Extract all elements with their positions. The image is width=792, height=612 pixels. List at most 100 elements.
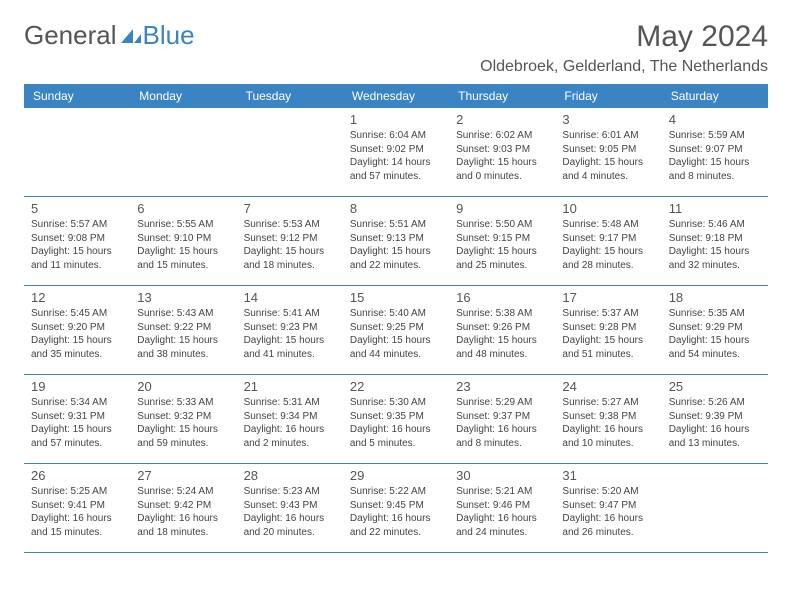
- day-number: 15: [350, 290, 442, 305]
- day-info: Sunrise: 5:55 AMSunset: 9:10 PMDaylight:…: [137, 218, 229, 272]
- sunset-text: Sunset: 9:42 PM: [137, 499, 229, 513]
- logo-text-general: General: [24, 20, 117, 51]
- sunset-text: Sunset: 9:15 PM: [456, 232, 548, 246]
- week-row: 12Sunrise: 5:45 AMSunset: 9:20 PMDayligh…: [24, 286, 768, 375]
- day-info: Sunrise: 5:53 AMSunset: 9:12 PMDaylight:…: [244, 218, 336, 272]
- daylight-text: Daylight: 15 hours and 41 minutes.: [244, 334, 336, 361]
- sunset-text: Sunset: 9:43 PM: [244, 499, 336, 513]
- sunrise-text: Sunrise: 5:50 AM: [456, 218, 548, 232]
- daylight-text: Daylight: 15 hours and 22 minutes.: [350, 245, 442, 272]
- week-row: 26Sunrise: 5:25 AMSunset: 9:41 PMDayligh…: [24, 464, 768, 553]
- day-number: 29: [350, 468, 442, 483]
- daylight-text: Daylight: 15 hours and 38 minutes.: [137, 334, 229, 361]
- day-cell: 24 Sunrise: 5:27 AMSunset: 9:38 PMDayligh…: [555, 375, 661, 463]
- day-number: 9: [456, 201, 548, 216]
- day-number: 6: [137, 201, 229, 216]
- sunrise-text: Sunrise: 5:24 AM: [137, 485, 229, 499]
- daylight-text: Daylight: 15 hours and 44 minutes.: [350, 334, 442, 361]
- sunset-text: Sunset: 9:34 PM: [244, 410, 336, 424]
- day-number: 28: [244, 468, 336, 483]
- header: General Blue May 2024 Oldebroek, Gelderl…: [24, 20, 768, 76]
- daylight-text: Daylight: 15 hours and 57 minutes.: [31, 423, 123, 450]
- sunset-text: Sunset: 9:25 PM: [350, 321, 442, 335]
- logo: General Blue: [24, 20, 195, 51]
- day-number: 13: [137, 290, 229, 305]
- sunrise-text: Sunrise: 5:57 AM: [31, 218, 123, 232]
- day-cell: 16Sunrise: 5:38 AMSunset: 9:26 PMDayligh…: [449, 286, 555, 374]
- daylight-text: Daylight: 15 hours and 8 minutes.: [669, 156, 761, 183]
- day-info: Sunrise: 5:31 AMSunset: 9:34 PMDaylight:…: [244, 396, 336, 450]
- day-cell: 10Sunrise: 5:48 AMSunset: 9:17 PMDayligh…: [555, 197, 661, 285]
- day-cell: 20Sunrise: 5:33 AMSunset: 9:32 PMDayligh…: [130, 375, 236, 463]
- sunrise-text: Sunrise: 6:04 AM: [350, 129, 442, 143]
- day-number: 25: [669, 379, 761, 394]
- day-header-tuesday: Tuesday: [237, 84, 343, 108]
- daylight-text: Daylight: 15 hours and 28 minutes.: [562, 245, 654, 272]
- sunset-text: Sunset: 9:45 PM: [350, 499, 442, 513]
- calendar-container: General Blue May 2024 Oldebroek, Gelderl…: [0, 0, 792, 553]
- daylight-text: Daylight: 16 hours and 26 minutes.: [562, 512, 654, 539]
- day-cell: 14Sunrise: 5:41 AMSunset: 9:23 PMDayligh…: [237, 286, 343, 374]
- sunset-text: Sunset: 9:31 PM: [31, 410, 123, 424]
- sunrise-text: Sunrise: 5:55 AM: [137, 218, 229, 232]
- daylight-text: Daylight: 15 hours and 32 minutes.: [669, 245, 761, 272]
- day-cell: 2Sunrise: 6:02 AMSunset: 9:03 PMDaylight…: [449, 108, 555, 196]
- day-number: 7: [244, 201, 336, 216]
- logo-text-blue: Blue: [143, 24, 195, 47]
- daylight-text: Daylight: 15 hours and 0 minutes.: [456, 156, 548, 183]
- day-header-saturday: Saturday: [662, 84, 768, 108]
- sunset-text: Sunset: 9:18 PM: [669, 232, 761, 246]
- daylight-text: Daylight: 16 hours and 13 minutes.: [669, 423, 761, 450]
- day-header-monday: Monday: [130, 84, 236, 108]
- week-row: 5Sunrise: 5:57 AMSunset: 9:08 PMDaylight…: [24, 197, 768, 286]
- day-info: Sunrise: 5:26 AMSunset: 9:39 PMDaylight:…: [669, 396, 761, 450]
- day-number: 19: [31, 379, 123, 394]
- day-cell: 27Sunrise: 5:24 AMSunset: 9:42 PMDayligh…: [130, 464, 236, 552]
- day-number: 1: [350, 112, 442, 127]
- day-cell: 1Sunrise: 6:04 AMSunset: 9:02 PMDaylight…: [343, 108, 449, 196]
- daylight-text: Daylight: 16 hours and 20 minutes.: [244, 512, 336, 539]
- title-block: May 2024 Oldebroek, Gelderland, The Neth…: [480, 20, 768, 76]
- day-number: 24: [562, 379, 654, 394]
- sunset-text: Sunset: 9:32 PM: [137, 410, 229, 424]
- day-cell: 19Sunrise: 5:34 AMSunset: 9:31 PMDayligh…: [24, 375, 130, 463]
- day-cell: 18Sunrise: 5:35 AMSunset: 9:29 PMDayligh…: [662, 286, 768, 374]
- sunset-text: Sunset: 9:37 PM: [456, 410, 548, 424]
- day-info: Sunrise: 5:27 AMSunset: 9:38 PMDaylight:…: [562, 396, 654, 450]
- day-info: Sunrise: 5:23 AMSunset: 9:43 PMDaylight:…: [244, 485, 336, 539]
- day-info: Sunrise: 5:20 AMSunset: 9:47 PMDaylight:…: [562, 485, 654, 539]
- day-cell: 28 Sunrise: 5:23 AMSunset: 9:43 PMDayligh…: [237, 464, 343, 552]
- sunrise-text: Sunrise: 5:38 AM: [456, 307, 548, 321]
- day-cell: [662, 464, 768, 552]
- sunrise-text: Sunrise: 5:59 AM: [669, 129, 761, 143]
- sunset-text: Sunset: 9:28 PM: [562, 321, 654, 335]
- day-number: 27: [137, 468, 229, 483]
- day-number: 3: [562, 112, 654, 127]
- day-info: Sunrise: 6:02 AMSunset: 9:03 PMDaylight:…: [456, 129, 548, 183]
- day-info: Sunrise: 5:21 AMSunset: 9:46 PMDaylight:…: [456, 485, 548, 539]
- day-number: 17: [562, 290, 654, 305]
- sunrise-text: Sunrise: 5:46 AM: [669, 218, 761, 232]
- daylight-text: Daylight: 15 hours and 59 minutes.: [137, 423, 229, 450]
- day-cell: 13Sunrise: 5:43 AMSunset: 9:22 PMDayligh…: [130, 286, 236, 374]
- day-number: 26: [31, 468, 123, 483]
- day-info: Sunrise: 5:22 AMSunset: 9:45 PMDaylight:…: [350, 485, 442, 539]
- sunset-text: Sunset: 9:23 PM: [244, 321, 336, 335]
- day-cell: 3Sunrise: 6:01 AMSunset: 9:05 PMDaylight…: [555, 108, 661, 196]
- daylight-text: Daylight: 15 hours and 18 minutes.: [244, 245, 336, 272]
- day-cell: [24, 108, 130, 196]
- daylight-text: Daylight: 16 hours and 5 minutes.: [350, 423, 442, 450]
- sunrise-text: Sunrise: 5:41 AM: [244, 307, 336, 321]
- day-cell: 4Sunrise: 5:59 AMSunset: 9:07 PMDaylight…: [662, 108, 768, 196]
- day-number: 4: [669, 112, 761, 127]
- day-info: Sunrise: 5:37 AMSunset: 9:28 PMDaylight:…: [562, 307, 654, 361]
- day-cell: 8Sunrise: 5:51 AMSunset: 9:13 PMDaylight…: [343, 197, 449, 285]
- sunset-text: Sunset: 9:03 PM: [456, 143, 548, 157]
- day-cell: 23Sunrise: 5:29 AMSunset: 9:37 PMDayligh…: [449, 375, 555, 463]
- day-cell: 7 Sunrise: 5:53 AMSunset: 9:12 PMDaylight…: [237, 197, 343, 285]
- sunrise-text: Sunrise: 5:31 AM: [244, 396, 336, 410]
- day-cell: 22Sunrise: 5:30 AMSunset: 9:35 PMDayligh…: [343, 375, 449, 463]
- day-number: 21: [244, 379, 336, 394]
- daylight-text: Daylight: 16 hours and 2 minutes.: [244, 423, 336, 450]
- day-info: Sunrise: 5:45 AMSunset: 9:20 PMDaylight:…: [31, 307, 123, 361]
